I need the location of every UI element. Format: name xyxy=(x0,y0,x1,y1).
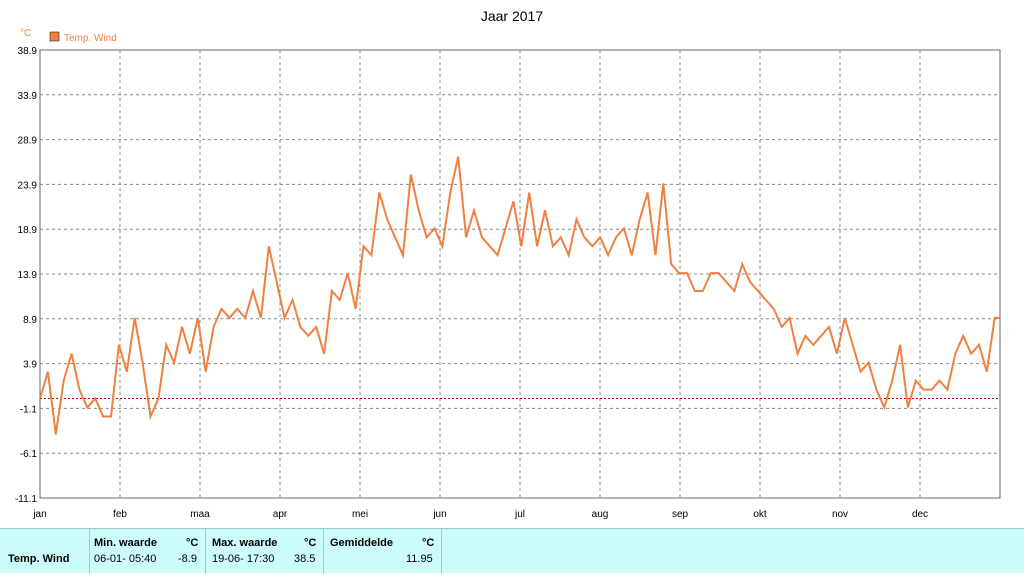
max-time: 19-06- 17:30 xyxy=(212,553,275,565)
plot-frame xyxy=(39,49,1001,499)
y-tick-label: 8.9 xyxy=(23,315,37,326)
avg-value: 11.95 xyxy=(406,553,433,565)
x-tick-label-maa: maa xyxy=(190,509,210,520)
temperature-chart: Jaar 2017 °C Temp. Wind 38.9 33.9 28.9 23.9… xyxy=(15,8,1001,520)
chart-title: Jaar 2017 xyxy=(481,8,543,24)
x-tick-label-sep: sep xyxy=(672,509,689,520)
stats-max-cell: Max. waarde °C 19-06- 17:30 38.5 xyxy=(206,529,324,574)
y-tick-label: 33.9 xyxy=(18,91,38,102)
y-tick-label: 23.9 xyxy=(18,180,38,191)
max-unit: °C xyxy=(304,537,317,549)
x-tick-label-dec: dec xyxy=(912,509,928,520)
y-tick-label: -11.1 xyxy=(15,494,37,505)
min-header: Min. waarde xyxy=(94,537,157,549)
x-tick-label-mei: mei xyxy=(352,509,368,520)
stats-row-label: Temp. Wind xyxy=(8,553,70,565)
stats-avg-cell: Gemiddelde °C 11.95 xyxy=(324,529,442,574)
series-line-temp-wind xyxy=(39,156,1000,435)
y-tick-label: 18.9 xyxy=(18,225,38,236)
y-tick-label: 38.9 xyxy=(18,46,38,57)
stats-min-cell: Min. waarde °C 06-01- 05:40 -8.9 xyxy=(90,529,206,574)
y-tick-label: -6.1 xyxy=(20,449,38,460)
max-header: Max. waarde xyxy=(212,537,278,549)
x-tick-label-jul: jul xyxy=(514,509,525,520)
min-unit: °C xyxy=(186,537,199,549)
x-tick-label-jan: jan xyxy=(32,509,46,520)
legend-swatch xyxy=(49,31,60,42)
y-tick-label: 3.9 xyxy=(23,360,37,371)
legend-label: Temp. Wind xyxy=(64,33,117,44)
y-axis-unit-label: °C xyxy=(20,28,31,39)
x-tick-label-okt: okt xyxy=(753,509,767,520)
x-tick-label-feb: feb xyxy=(113,509,127,520)
x-tick-label-nov: nov xyxy=(832,509,848,520)
stats-panel: Temp. Wind Min. waarde °C 06-01- 05:40 -… xyxy=(0,528,1024,574)
avg-unit: °C xyxy=(422,537,435,549)
min-time: 06-01- 05:40 xyxy=(94,553,157,565)
avg-header: Gemiddelde xyxy=(330,537,393,549)
y-tick-label: -1.1 xyxy=(20,404,38,415)
x-tick-label-apr: apr xyxy=(273,509,288,520)
stats-label-cell: Temp. Wind xyxy=(0,529,90,574)
y-tick-label: 13.9 xyxy=(18,270,38,281)
max-value: 38.5 xyxy=(294,553,316,565)
x-tick-label-aug: aug xyxy=(592,509,609,520)
y-tick-label: 28.9 xyxy=(18,136,38,147)
x-tick-label-jun: jun xyxy=(432,509,446,520)
min-value: -8.9 xyxy=(178,553,197,565)
